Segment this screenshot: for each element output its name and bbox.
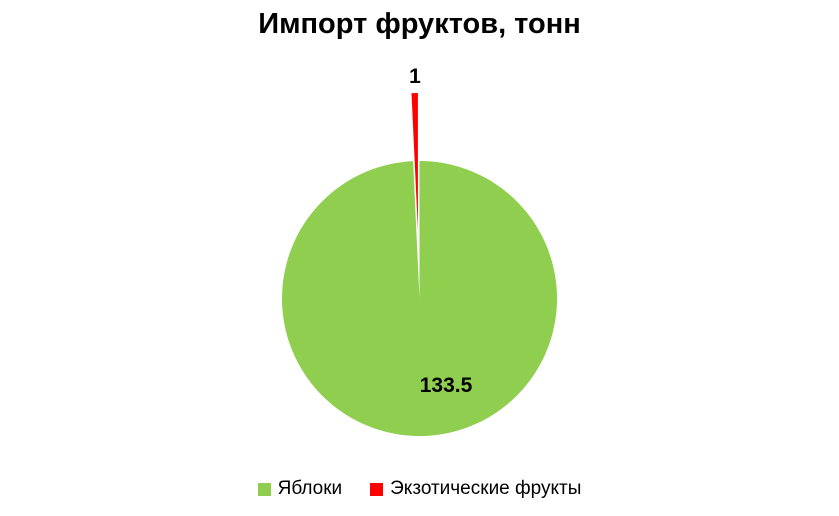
legend-label-apples: Яблоки: [277, 478, 343, 499]
legend-item-exotic-fruits: Экзотические фрукты: [370, 478, 581, 500]
legend-swatch-apples-icon: [257, 482, 271, 496]
legend-item-apples: Яблоки: [257, 478, 343, 500]
legend-label-exotic-fruits: Экзотические фрукты: [390, 478, 582, 499]
legend-swatch-exotic-fruits-icon: [370, 482, 384, 496]
data-label-apples: 133.5: [419, 374, 473, 397]
legend: Яблоки Экзотические фрукты: [0, 478, 839, 500]
data-label-exotic-fruits: 1: [409, 65, 421, 88]
chart-title: Импорт фруктов, тонн: [258, 8, 581, 40]
